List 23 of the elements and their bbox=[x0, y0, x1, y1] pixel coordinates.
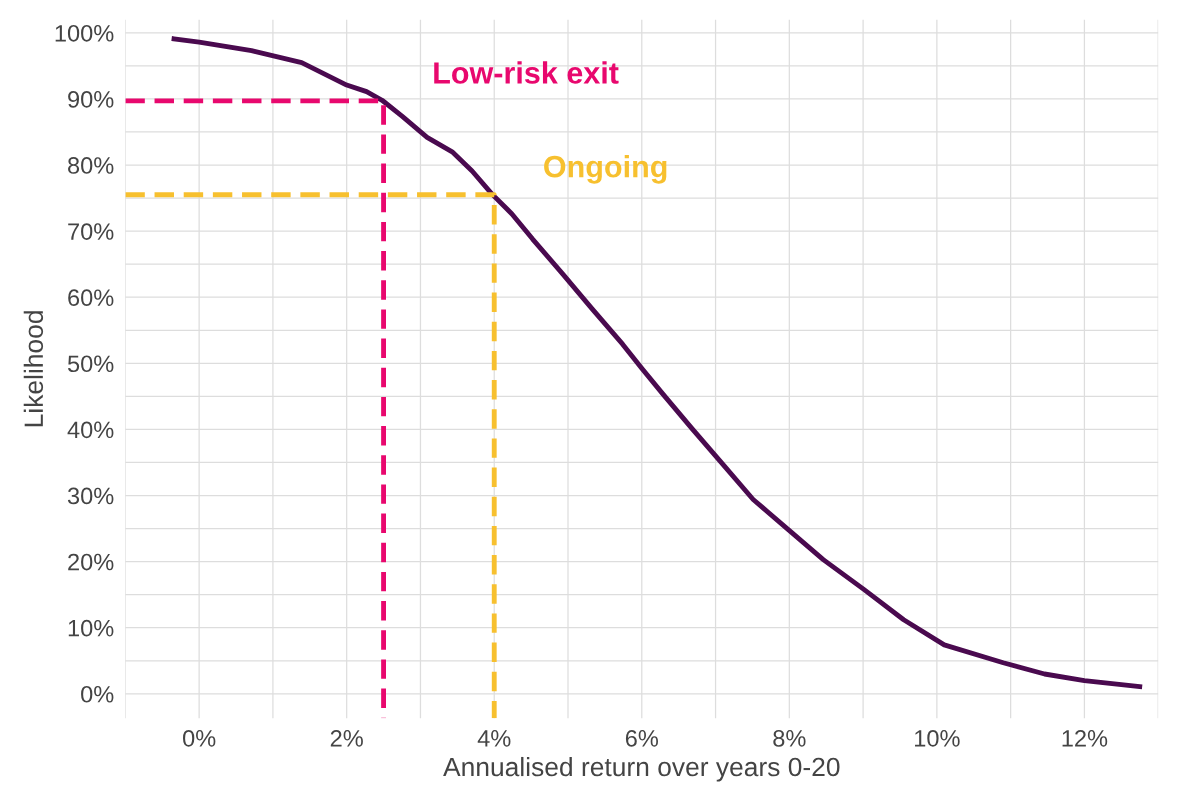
series-label: Ongoing bbox=[544, 155, 667, 184]
y-tick-label: 100% bbox=[55, 24, 114, 42]
y-tick-label: 20% bbox=[68, 553, 114, 571]
y-axis-title: Likelihood bbox=[23, 311, 44, 427]
y-tick-label: 70% bbox=[68, 223, 114, 240]
x-tick-label: 2% bbox=[330, 730, 363, 747]
y-tick-label: 90% bbox=[68, 91, 114, 108]
x-tick-label: 6% bbox=[625, 730, 658, 747]
y-tick-label: 50% bbox=[67, 355, 114, 373]
series-label: Low-risk exit bbox=[434, 61, 619, 84]
y-tick-label: 0% bbox=[81, 685, 114, 703]
x-axis-title: Annualised return over years 0-20 bbox=[443, 756, 840, 782]
x-tick-label: 12% bbox=[1062, 730, 1108, 747]
y-tick-label: 80% bbox=[68, 157, 114, 174]
y-tick-label: 30% bbox=[67, 487, 114, 505]
line-series bbox=[171, 36, 1143, 689]
x-tick-label: 8% bbox=[773, 730, 806, 747]
x-tick-label: 0% bbox=[183, 730, 216, 747]
x-tick-label: 4% bbox=[477, 730, 511, 747]
y-tick-label: 10% bbox=[68, 619, 114, 637]
x-tick-label: 10% bbox=[915, 730, 960, 747]
y-tick-label: 40% bbox=[67, 421, 114, 439]
y-tick-label: 60% bbox=[68, 289, 114, 307]
